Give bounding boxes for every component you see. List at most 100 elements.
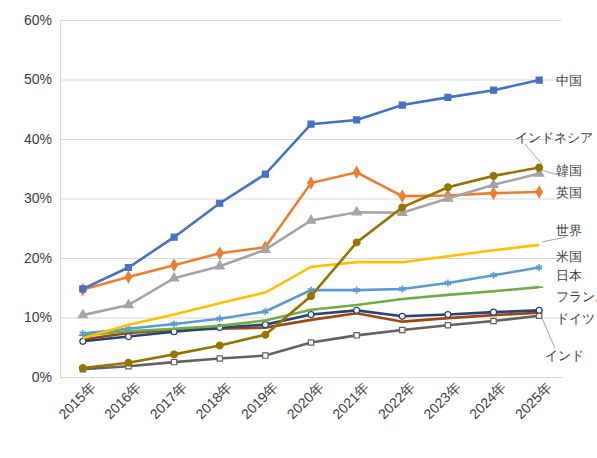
series-label: 世界 [556, 223, 582, 238]
y-tick: 0% [32, 369, 562, 385]
marker [307, 309, 315, 311]
marker [215, 261, 224, 269]
series-label: 韓国 [556, 163, 582, 178]
series-line [83, 172, 539, 289]
x-axis-line [61, 377, 563, 378]
marker [535, 286, 543, 288]
marker [491, 87, 497, 93]
marker [217, 248, 223, 259]
x-tick: 2018年 [192, 377, 235, 422]
marker [536, 264, 542, 271]
series-line [83, 316, 539, 370]
series-label: インドネシア [515, 130, 593, 145]
plot-area [78, 77, 543, 372]
marker [445, 279, 451, 286]
x-axis: 2015年2016年2017年2018年2019年2020年2021年2022年… [55, 377, 562, 422]
y-tick-label: 50% [24, 71, 52, 87]
x-tick: 2023年 [420, 377, 463, 422]
marker [262, 331, 269, 338]
x-tick: 2022年 [375, 377, 418, 422]
marker [124, 300, 133, 308]
y-tick: 50% [24, 71, 562, 87]
series-line [83, 174, 539, 316]
marker [80, 338, 86, 344]
marker [306, 215, 315, 223]
marker [399, 285, 405, 292]
marker [354, 287, 360, 294]
series-label: 英国 [556, 185, 582, 200]
grid-line [60, 80, 562, 81]
grid-line [60, 258, 562, 259]
marker [536, 77, 542, 83]
marker [79, 365, 86, 372]
marker [445, 94, 451, 100]
series-line [83, 80, 539, 289]
marker [78, 310, 87, 318]
marker [491, 309, 497, 315]
marker [216, 325, 224, 327]
series-label: 日本 [556, 268, 582, 283]
grid-line [60, 139, 562, 140]
marker [216, 342, 223, 349]
chart: 0% 10% 20% 30% 40% 50% 60% 2015年2016年2017年2018年… [0, 0, 597, 458]
marker [171, 234, 177, 240]
series-line [83, 287, 539, 335]
x-tick: 2017年 [147, 377, 190, 422]
x-tick-label: 2020年 [283, 379, 326, 422]
series [78, 168, 543, 318]
y-tick-label: 30% [24, 190, 52, 206]
marker [399, 313, 405, 319]
marker [262, 322, 268, 328]
y-tick-label: 0% [32, 369, 52, 385]
series [80, 77, 542, 292]
marker [171, 320, 177, 327]
marker [491, 318, 496, 323]
series-label: フランス [556, 289, 597, 304]
marker [354, 333, 359, 338]
grid-line [60, 199, 562, 200]
x-tick-label: 2022年 [375, 379, 418, 422]
grid-line [60, 377, 562, 378]
y-tick-label: 60% [24, 12, 52, 28]
marker [171, 260, 177, 271]
y-tick: 60% [24, 12, 562, 28]
marker [80, 286, 86, 292]
marker [170, 273, 179, 281]
marker [490, 291, 498, 293]
y-tick-label: 40% [24, 131, 52, 147]
x-tick-label: 2016年 [101, 379, 144, 422]
marker [261, 244, 270, 252]
x-tick: 2015年 [55, 377, 98, 422]
marker [217, 315, 223, 322]
series [80, 167, 543, 295]
marker [489, 180, 498, 188]
x-tick: 2016年 [101, 377, 144, 422]
marker [443, 193, 452, 201]
marker [308, 340, 313, 345]
marker [536, 164, 543, 171]
marker [400, 327, 405, 332]
x-tick-label: 2017年 [147, 379, 190, 422]
x-tick: 2021年 [329, 377, 372, 422]
marker [308, 177, 314, 188]
marker [308, 121, 314, 127]
marker [445, 323, 450, 328]
marker [125, 359, 132, 366]
marker [490, 173, 497, 180]
y-tick-label: 20% [24, 250, 52, 266]
marker [261, 320, 269, 322]
marker [353, 167, 359, 178]
leader-line [542, 237, 566, 242]
leader-line [542, 319, 555, 348]
y-tick-label: 10% [24, 309, 52, 325]
marker [490, 272, 496, 279]
series-labels: 中国インドネシア韓国英国世界米国日本フランスドイツインド [515, 73, 597, 363]
x-tick-label: 2023年 [420, 379, 463, 422]
marker [80, 330, 86, 337]
leader-line [525, 144, 542, 165]
series [80, 264, 543, 337]
series-line [83, 168, 539, 369]
grid-line [60, 20, 562, 21]
x-tick: 2024年 [466, 377, 509, 422]
marker [171, 359, 176, 364]
